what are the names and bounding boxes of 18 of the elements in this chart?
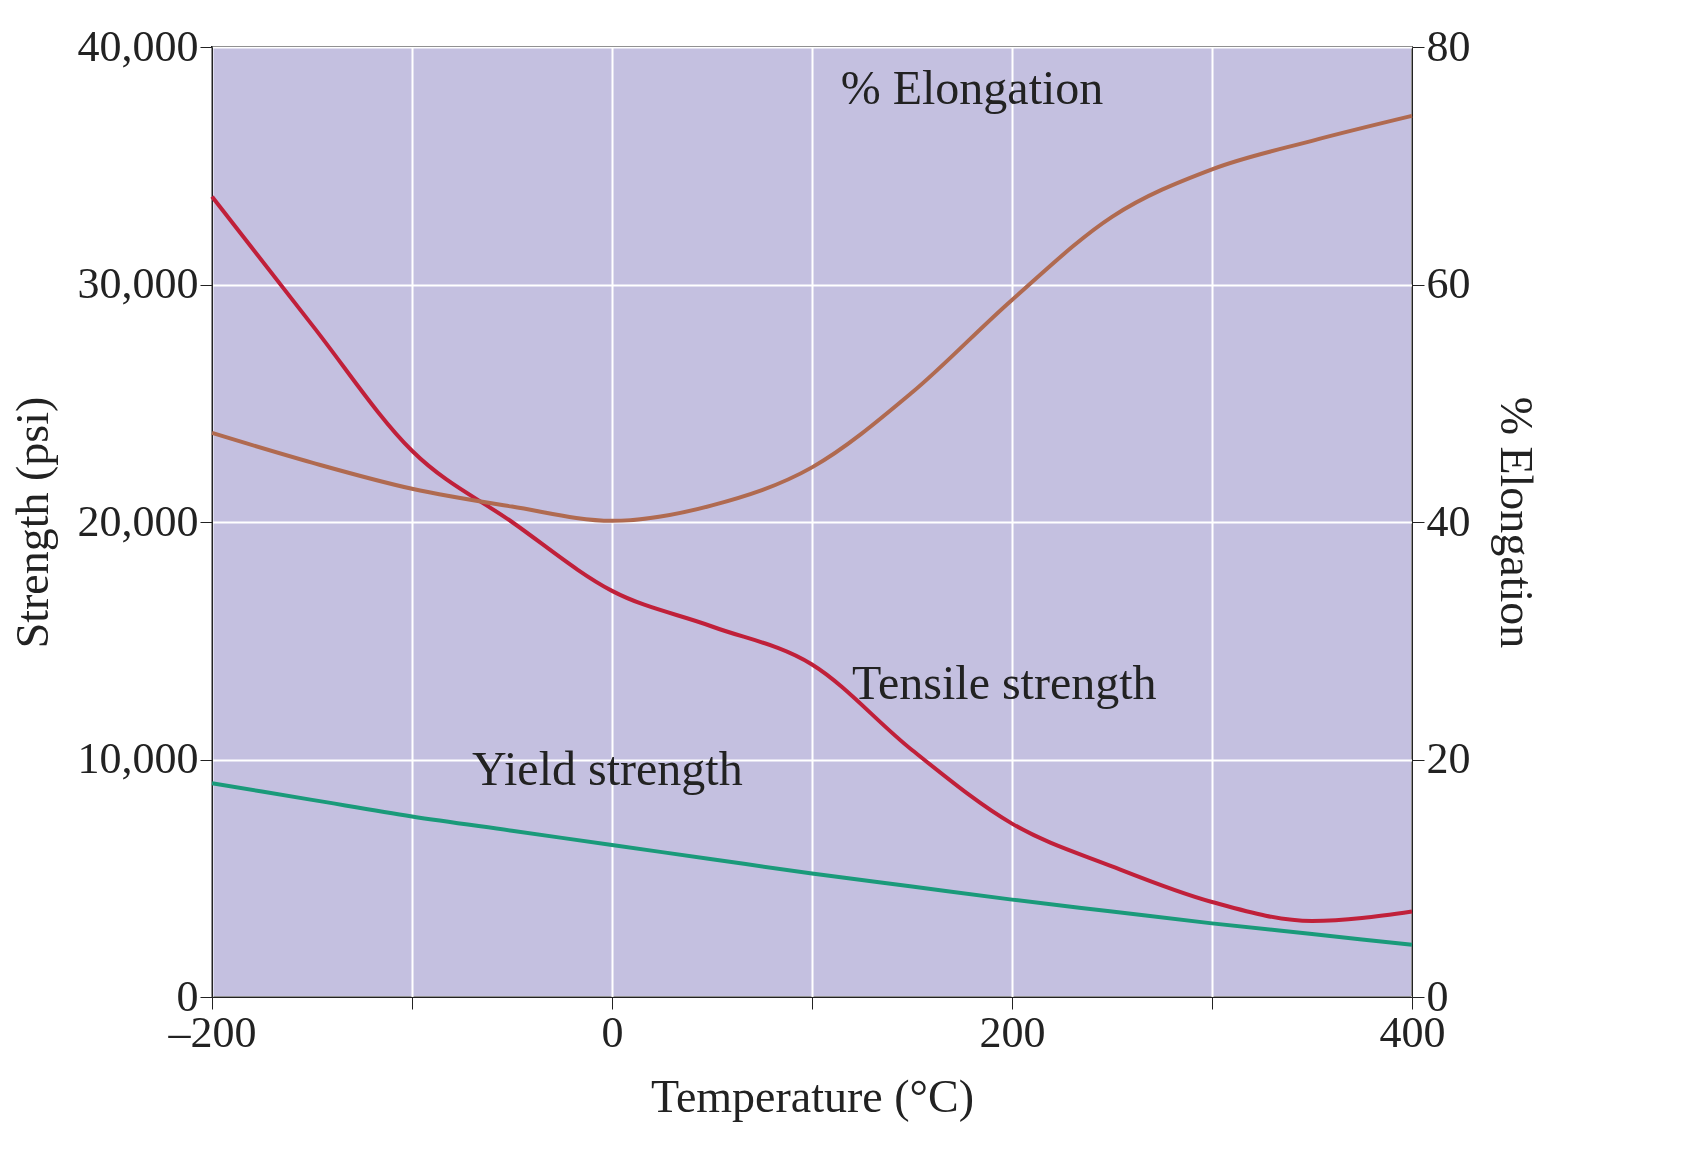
y2-tick-label: 80 [1426,21,1471,71]
y2-tick-label: 40 [1426,496,1471,546]
line-series [210,194,1414,923]
y2-axis-title: % Elongation [1490,396,1542,649]
x-axis-title: Temperature (°C) [651,1070,974,1122]
y-tick-label: 30,000 [77,259,199,308]
series-label: Yield strength [472,741,743,795]
x-tick-label: 200 [979,1007,1046,1057]
y2-tick-label: 20 [1426,734,1471,783]
y-tick-label: 20,000 [77,496,199,546]
x-tick-label: 0 [601,1007,624,1057]
line-series [210,113,1414,523]
y-tick-label: 10,000 [77,734,199,783]
series-label: Tensile strength [852,655,1157,709]
y2-tick-label: 60 [1426,259,1471,308]
y-tick-label: 40,000 [77,21,199,71]
series-label: % Elongation [840,60,1104,114]
y-axis-title: Strength (psi) [6,396,58,649]
